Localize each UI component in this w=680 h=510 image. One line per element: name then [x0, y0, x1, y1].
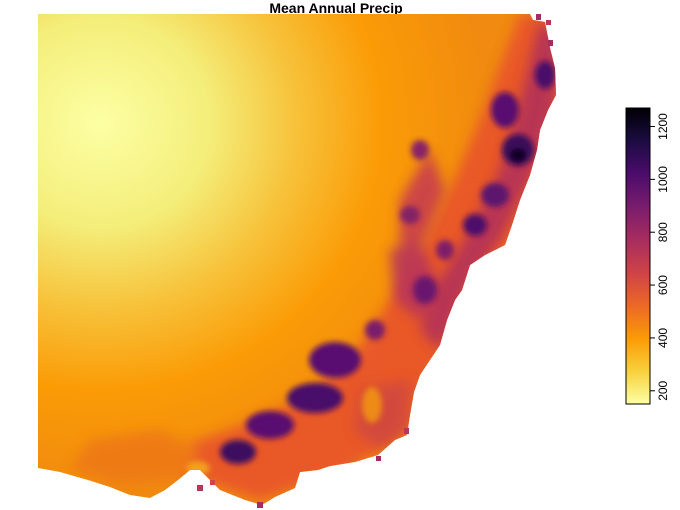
coastal-cells	[197, 14, 553, 508]
plot-title: Mean Annual Precip	[269, 0, 403, 16]
legend-colorbar	[625, 107, 651, 405]
legend-tick-label: 600	[656, 275, 670, 295]
legend-tick-label: 400	[656, 328, 670, 348]
legend-ticks: 200 400 600 800 1000 1200	[650, 113, 670, 401]
legend-tick-label: 1200	[656, 113, 670, 140]
legend-tick-label: 1000	[656, 166, 670, 193]
legend-tick-label: 800	[656, 222, 670, 242]
legend-tick-label: 200	[656, 380, 670, 400]
